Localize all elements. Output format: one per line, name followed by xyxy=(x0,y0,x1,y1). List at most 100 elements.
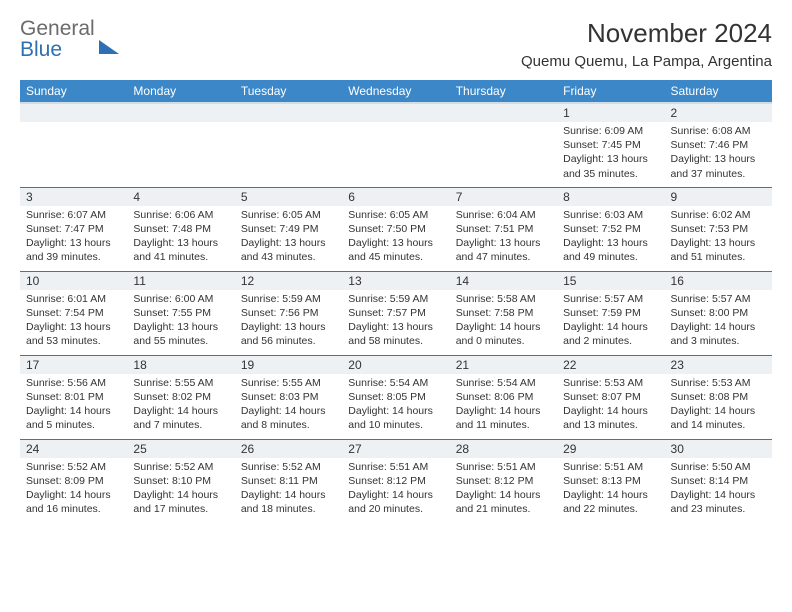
day-detail-line: and 22 minutes. xyxy=(563,502,658,516)
day-number: 28 xyxy=(450,440,557,458)
calendar-day-cell: 17Sunrise: 5:56 AMSunset: 8:01 PMDayligh… xyxy=(20,355,127,439)
empty-day-bar xyxy=(450,104,557,122)
day-detail-line: Sunrise: 6:06 AM xyxy=(133,208,228,222)
day-detail-line: and 13 minutes. xyxy=(563,418,658,432)
day-detail-line: Daylight: 13 hours xyxy=(348,320,443,334)
calendar-day-cell: 27Sunrise: 5:51 AMSunset: 8:12 PMDayligh… xyxy=(342,439,449,523)
day-detail-line: Daylight: 14 hours xyxy=(133,404,228,418)
day-detail-line: Sunrise: 5:55 AM xyxy=(133,376,228,390)
day-detail-line: Sunset: 7:50 PM xyxy=(348,222,443,236)
calendar-week-row: 17Sunrise: 5:56 AMSunset: 8:01 PMDayligh… xyxy=(20,355,772,439)
day-number: 6 xyxy=(342,188,449,206)
day-details: Sunrise: 6:08 AMSunset: 7:46 PMDaylight:… xyxy=(665,122,772,185)
calendar-day-cell: 10Sunrise: 6:01 AMSunset: 7:54 PMDayligh… xyxy=(20,271,127,355)
day-detail-line: Daylight: 14 hours xyxy=(456,404,551,418)
day-details: Sunrise: 6:09 AMSunset: 7:45 PMDaylight:… xyxy=(557,122,664,185)
day-detail-line: Sunrise: 5:57 AM xyxy=(563,292,658,306)
empty-day-bar xyxy=(235,104,342,122)
day-number: 12 xyxy=(235,272,342,290)
day-detail-line: Sunrise: 6:00 AM xyxy=(133,292,228,306)
day-detail-line: and 10 minutes. xyxy=(348,418,443,432)
day-detail-line: and 39 minutes. xyxy=(26,250,121,264)
calendar-day-cell: 26Sunrise: 5:52 AMSunset: 8:11 PMDayligh… xyxy=(235,439,342,523)
day-details: Sunrise: 6:06 AMSunset: 7:48 PMDaylight:… xyxy=(127,206,234,269)
day-detail-line: Daylight: 14 hours xyxy=(563,320,658,334)
day-detail-line: Sunrise: 5:53 AM xyxy=(671,376,766,390)
day-detail-line: Sunrise: 5:51 AM xyxy=(348,460,443,474)
day-detail-line: Sunrise: 5:59 AM xyxy=(241,292,336,306)
calendar-sheet: General Blue November 2024 Quemu Quemu, … xyxy=(0,0,792,523)
calendar-day-cell: 9Sunrise: 6:02 AMSunset: 7:53 PMDaylight… xyxy=(665,187,772,271)
day-detail-line: Sunset: 8:12 PM xyxy=(456,474,551,488)
day-detail-line: Sunrise: 5:57 AM xyxy=(671,292,766,306)
day-details: Sunrise: 5:51 AMSunset: 8:12 PMDaylight:… xyxy=(342,458,449,521)
day-detail-line: Sunset: 8:08 PM xyxy=(671,390,766,404)
calendar-day-cell: 7Sunrise: 6:04 AMSunset: 7:51 PMDaylight… xyxy=(450,187,557,271)
day-number: 26 xyxy=(235,440,342,458)
day-detail-line: Sunset: 7:46 PM xyxy=(671,138,766,152)
day-detail-line: Daylight: 14 hours xyxy=(348,488,443,502)
day-details: Sunrise: 6:01 AMSunset: 7:54 PMDaylight:… xyxy=(20,290,127,353)
day-detail-line: Sunset: 7:49 PM xyxy=(241,222,336,236)
day-details: Sunrise: 5:54 AMSunset: 8:06 PMDaylight:… xyxy=(450,374,557,437)
calendar-day-cell: 14Sunrise: 5:58 AMSunset: 7:58 PMDayligh… xyxy=(450,271,557,355)
day-number: 15 xyxy=(557,272,664,290)
calendar-day-cell: 20Sunrise: 5:54 AMSunset: 8:05 PMDayligh… xyxy=(342,355,449,439)
day-detail-line: Sunset: 8:07 PM xyxy=(563,390,658,404)
day-detail-line: Daylight: 14 hours xyxy=(456,320,551,334)
day-detail-line: Sunrise: 5:52 AM xyxy=(241,460,336,474)
day-number: 20 xyxy=(342,356,449,374)
calendar-day-cell: 28Sunrise: 5:51 AMSunset: 8:12 PMDayligh… xyxy=(450,439,557,523)
day-detail-line: Sunrise: 6:04 AM xyxy=(456,208,551,222)
day-details: Sunrise: 6:02 AMSunset: 7:53 PMDaylight:… xyxy=(665,206,772,269)
day-number: 23 xyxy=(665,356,772,374)
day-detail-line: and 14 minutes. xyxy=(671,418,766,432)
day-detail-line: Sunrise: 6:09 AM xyxy=(563,124,658,138)
day-detail-line: and 7 minutes. xyxy=(133,418,228,432)
day-details: Sunrise: 5:54 AMSunset: 8:05 PMDaylight:… xyxy=(342,374,449,437)
day-detail-line: Sunset: 7:52 PM xyxy=(563,222,658,236)
day-detail-line: Daylight: 14 hours xyxy=(241,404,336,418)
calendar-day-cell xyxy=(127,103,234,187)
day-details: Sunrise: 5:58 AMSunset: 7:58 PMDaylight:… xyxy=(450,290,557,353)
day-detail-line: Sunset: 7:51 PM xyxy=(456,222,551,236)
day-number: 9 xyxy=(665,188,772,206)
calendar-head: SundayMondayTuesdayWednesdayThursdayFrid… xyxy=(20,80,772,103)
day-details: Sunrise: 5:55 AMSunset: 8:03 PMDaylight:… xyxy=(235,374,342,437)
day-detail-line: Daylight: 14 hours xyxy=(133,488,228,502)
day-detail-line: Sunrise: 6:05 AM xyxy=(348,208,443,222)
brand-part1: General xyxy=(20,17,95,40)
day-number: 14 xyxy=(450,272,557,290)
day-number: 21 xyxy=(450,356,557,374)
location-label: Quemu Quemu, La Pampa, Argentina xyxy=(521,53,772,70)
day-detail-line: and 41 minutes. xyxy=(133,250,228,264)
calendar-week-row: 1Sunrise: 6:09 AMSunset: 7:45 PMDaylight… xyxy=(20,103,772,187)
calendar-day-cell: 8Sunrise: 6:03 AMSunset: 7:52 PMDaylight… xyxy=(557,187,664,271)
day-detail-line: and 21 minutes. xyxy=(456,502,551,516)
day-detail-line: Daylight: 14 hours xyxy=(456,488,551,502)
day-details: Sunrise: 5:52 AMSunset: 8:11 PMDaylight:… xyxy=(235,458,342,521)
day-detail-line: Daylight: 14 hours xyxy=(563,488,658,502)
day-detail-line: Sunset: 7:56 PM xyxy=(241,306,336,320)
calendar-week-row: 10Sunrise: 6:01 AMSunset: 7:54 PMDayligh… xyxy=(20,271,772,355)
day-detail-line: Sunset: 7:47 PM xyxy=(26,222,121,236)
calendar-day-cell: 13Sunrise: 5:59 AMSunset: 7:57 PMDayligh… xyxy=(342,271,449,355)
calendar-day-cell xyxy=(342,103,449,187)
day-detail-line: Daylight: 14 hours xyxy=(26,488,121,502)
day-details: Sunrise: 5:57 AMSunset: 8:00 PMDaylight:… xyxy=(665,290,772,353)
day-detail-line: Sunrise: 6:08 AM xyxy=(671,124,766,138)
calendar-day-cell: 24Sunrise: 5:52 AMSunset: 8:09 PMDayligh… xyxy=(20,439,127,523)
day-detail-line: Sunset: 8:06 PM xyxy=(456,390,551,404)
day-detail-line: Sunset: 8:14 PM xyxy=(671,474,766,488)
calendar-week-row: 3Sunrise: 6:07 AMSunset: 7:47 PMDaylight… xyxy=(20,187,772,271)
day-detail-line: and 53 minutes. xyxy=(26,334,121,348)
calendar-day-cell: 1Sunrise: 6:09 AMSunset: 7:45 PMDaylight… xyxy=(557,103,664,187)
weekday-header: Sunday xyxy=(20,80,127,103)
day-details: Sunrise: 5:53 AMSunset: 8:07 PMDaylight:… xyxy=(557,374,664,437)
day-detail-line: and 35 minutes. xyxy=(563,167,658,181)
day-details: Sunrise: 5:57 AMSunset: 7:59 PMDaylight:… xyxy=(557,290,664,353)
day-details: Sunrise: 5:55 AMSunset: 8:02 PMDaylight:… xyxy=(127,374,234,437)
day-detail-line: Sunset: 8:09 PM xyxy=(26,474,121,488)
calendar-day-cell xyxy=(20,103,127,187)
day-number: 3 xyxy=(20,188,127,206)
